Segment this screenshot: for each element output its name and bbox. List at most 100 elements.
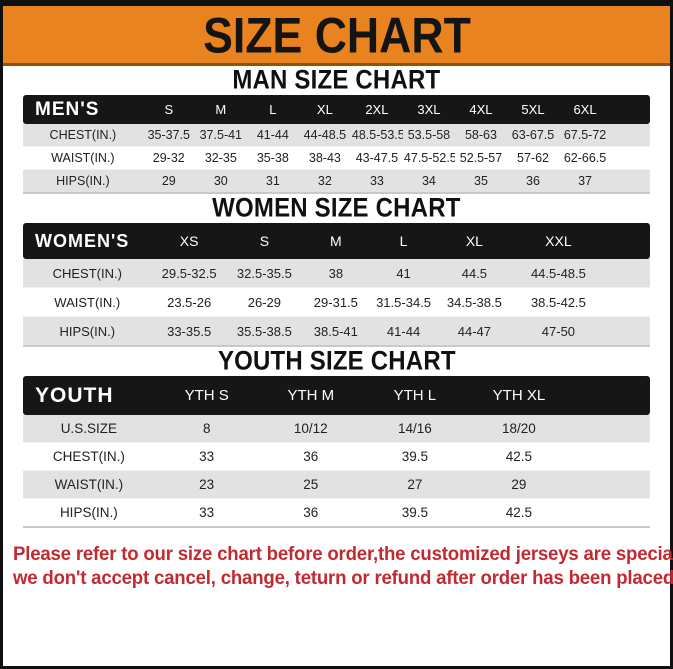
size-column-header: YTH M bbox=[258, 376, 363, 415]
measurement-cell: 35 bbox=[454, 169, 507, 194]
row-label: CHEST(IN.) bbox=[23, 124, 143, 147]
measurement-cell: 47.5-52.5 bbox=[402, 146, 455, 170]
measurement-cell: 43-47.5 bbox=[350, 146, 403, 170]
measurement-cell: 39.5 bbox=[362, 498, 467, 528]
size-column-header: S bbox=[142, 95, 195, 124]
size-column-header: S bbox=[226, 223, 302, 259]
measurement-cell: 35-37.5 bbox=[142, 124, 195, 147]
row-label: HIPS(IN.) bbox=[23, 169, 143, 194]
measurement-cell: 39.5 bbox=[362, 442, 467, 471]
measurement-cell: 38.5-41 bbox=[302, 316, 370, 347]
measurement-cell: 29 bbox=[466, 470, 571, 499]
row-label: HIPS(IN.) bbox=[23, 316, 152, 347]
size-column-header: L bbox=[369, 223, 438, 259]
group-label-header: MEN'S bbox=[23, 95, 143, 124]
measurement-cell: 41-44 bbox=[369, 316, 438, 347]
size-column-header: YTH S bbox=[154, 376, 259, 415]
measurement-cell: 42.5 bbox=[466, 498, 571, 528]
measurement-cell: 30 bbox=[194, 169, 247, 194]
measurement-cell: 36 bbox=[258, 498, 363, 528]
spacer-cell bbox=[570, 470, 650, 499]
size-column-header: XL bbox=[298, 95, 351, 124]
size-column-header: 3XL bbox=[402, 95, 455, 124]
spacer-cell bbox=[605, 316, 650, 347]
measurement-cell: 58-63 bbox=[454, 124, 507, 147]
measurement-cell: 44-48.5 bbox=[298, 124, 351, 147]
table-row: WAIST(IN.) 29-32 32-35 35-38 38-43 43-47.5 47.… bbox=[23, 146, 650, 170]
disclaimer-line-1: Please refer to our size chart before or… bbox=[13, 543, 673, 566]
row-label: CHEST(IN.) bbox=[23, 259, 152, 288]
measurement-cell: 23.5-26 bbox=[151, 287, 227, 317]
man-size-chart-heading: MAN SIZE CHART bbox=[232, 65, 441, 95]
measurement-cell: 47-50 bbox=[511, 316, 606, 347]
spacer-header bbox=[570, 376, 650, 415]
spacer-header bbox=[611, 95, 650, 124]
spacer-cell bbox=[605, 259, 650, 288]
size-column-header: XL bbox=[437, 223, 512, 259]
measurement-cell: 37 bbox=[559, 169, 612, 194]
table-row: HIPS(IN.) 29 30 31 32 33 34 35 36 37 bbox=[23, 169, 650, 194]
measurement-cell: 36 bbox=[258, 442, 363, 471]
measurement-cell: 35-38 bbox=[246, 146, 299, 170]
measurement-cell: 34.5-38.5 bbox=[437, 287, 512, 317]
size-column-header: YTH L bbox=[362, 376, 467, 415]
measurement-cell: 27 bbox=[362, 470, 467, 499]
measurement-cell: 23 bbox=[154, 470, 259, 499]
size-header-row: WOMEN'S XS S M L XL XXL bbox=[23, 223, 650, 259]
spacer-cell bbox=[605, 287, 650, 317]
measurement-cell: 57-62 bbox=[506, 146, 560, 170]
measurement-cell: 37.5-41 bbox=[194, 124, 247, 147]
table-row: CHEST(IN.) 29.5-32.5 32.5-35.5 38 41 44.5 44.5… bbox=[23, 259, 650, 288]
measurement-cell: 33-35.5 bbox=[151, 316, 227, 347]
measurement-cell: 41 bbox=[369, 259, 438, 288]
row-label: U.S.SIZE bbox=[23, 415, 155, 443]
size-header-row: MEN'S S M L XL 2XL 3XL 4XL 5XL 6XL bbox=[23, 95, 650, 124]
measurement-cell: 29 bbox=[142, 169, 195, 194]
size-column-header: 5XL bbox=[506, 95, 560, 124]
table-row: HIPS(IN.) 33-35.5 35.5-38.5 38.5-41 41-44 44-… bbox=[23, 316, 650, 347]
table-row: WAIST(IN.) 23.5-26 26-29 29-31.5 31.5-34.5 34… bbox=[23, 287, 650, 317]
measurement-cell: 32 bbox=[298, 169, 351, 194]
measurement-cell: 53.5-58 bbox=[402, 124, 455, 147]
spacer-cell bbox=[570, 442, 650, 471]
measurement-cell: 48.5-53.5 bbox=[350, 124, 403, 147]
measurement-cell: 10/12 bbox=[258, 415, 363, 443]
disclaimer-note: Please refer to our size chart before or… bbox=[13, 543, 673, 591]
table-row: HIPS(IN.) 33 36 39.5 42.5 bbox=[23, 498, 650, 528]
women-size-chart-heading: WOMEN SIZE CHART bbox=[212, 193, 461, 223]
youth-size-table: YOUTH YTH S YTH M YTH L YTH XL U.S.SIZE 8 10/12… bbox=[23, 376, 650, 528]
measurement-cell: 52.5-57 bbox=[454, 146, 507, 170]
size-column-header: M bbox=[194, 95, 247, 124]
measurement-cell: 32-35 bbox=[194, 146, 247, 170]
measurement-cell: 26-29 bbox=[226, 287, 302, 317]
measurement-cell: 38.5-42.5 bbox=[511, 287, 606, 317]
table-row: CHEST(IN.) 35-37.5 37.5-41 41-44 44-48.5 48.5… bbox=[23, 124, 650, 147]
measurement-cell: 29-31.5 bbox=[302, 287, 370, 317]
group-label-header: YOUTH bbox=[23, 376, 155, 415]
spacer-cell bbox=[570, 498, 650, 528]
measurement-cell: 33 bbox=[350, 169, 403, 194]
measurement-cell: 31.5-34.5 bbox=[369, 287, 438, 317]
table-row: WAIST(IN.) 23 25 27 29 bbox=[23, 470, 650, 499]
spacer-cell bbox=[611, 169, 650, 194]
youth-size-chart-heading: YOUTH SIZE CHART bbox=[217, 346, 456, 376]
spacer-cell bbox=[611, 124, 650, 147]
size-column-header: 2XL bbox=[350, 95, 403, 124]
measurement-cell: 62-66.5 bbox=[559, 146, 612, 170]
size-header-row: YOUTH YTH S YTH M YTH L YTH XL bbox=[23, 376, 650, 415]
table-row: U.S.SIZE 8 10/12 14/16 18/20 bbox=[23, 415, 650, 443]
measurement-cell: 63-67.5 bbox=[506, 124, 560, 147]
row-label: CHEST(IN.) bbox=[23, 442, 155, 471]
measurement-cell: 33 bbox=[154, 498, 259, 528]
measurement-cell: 42.5 bbox=[466, 442, 571, 471]
spacer-cell bbox=[611, 146, 650, 170]
title-banner: SIZE CHART bbox=[3, 6, 670, 66]
measurement-cell: 25 bbox=[258, 470, 363, 499]
size-column-header: XXL bbox=[511, 223, 606, 259]
measurement-cell: 34 bbox=[402, 169, 455, 194]
spacer-header bbox=[605, 223, 650, 259]
size-column-header: 4XL bbox=[454, 95, 507, 124]
measurement-cell: 36 bbox=[506, 169, 560, 194]
size-column-header: M bbox=[302, 223, 370, 259]
measurement-cell: 14/16 bbox=[362, 415, 467, 443]
